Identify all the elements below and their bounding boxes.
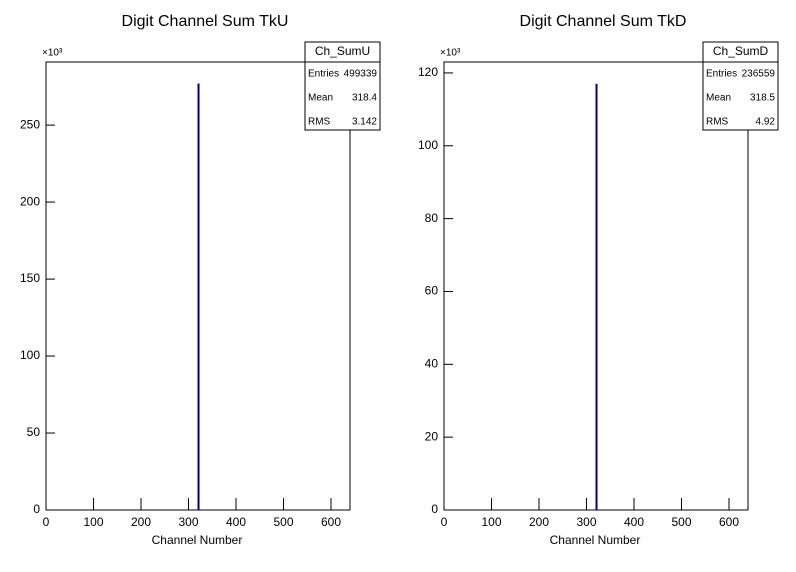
y-multiplier: ×10³ xyxy=(42,48,63,59)
y-multiplier: ×10³ xyxy=(440,48,461,59)
x-axis-label: Channel Number xyxy=(550,533,641,547)
chart-title: Digit Channel Sum TkU xyxy=(122,13,289,30)
y-tick-label: 40 xyxy=(425,356,439,370)
x-tick-label: 0 xyxy=(43,515,50,529)
stats-label: RMS xyxy=(308,117,331,128)
x-tick-label: 300 xyxy=(178,515,198,529)
histogram-bar xyxy=(197,83,200,511)
stats-label: Entries xyxy=(308,69,339,80)
x-tick-label: 200 xyxy=(131,515,151,529)
stats-value: 4.92 xyxy=(756,117,776,128)
y-tick-label: 50 xyxy=(27,425,41,439)
stats-value: 318.5 xyxy=(750,93,775,104)
stats-label: Mean xyxy=(706,93,731,104)
x-tick-label: 200 xyxy=(529,515,549,529)
x-tick-label: 300 xyxy=(576,515,596,529)
histogram-bar xyxy=(595,83,598,510)
stats-label: Mean xyxy=(308,93,333,104)
x-tick-label: 600 xyxy=(719,515,739,529)
y-tick-label: 20 xyxy=(425,429,439,443)
x-tick-label: 600 xyxy=(321,515,341,529)
stats-value: 499339 xyxy=(344,69,378,80)
x-tick-label: 0 xyxy=(441,515,448,529)
y-tick-label: 250 xyxy=(20,117,40,131)
stats-label: Entries xyxy=(706,69,737,80)
stats-value: 3.142 xyxy=(352,117,377,128)
x-tick-label: 400 xyxy=(226,515,246,529)
stats-value: 318.4 xyxy=(352,93,377,104)
stats-title: Ch_SumD xyxy=(713,44,769,58)
stats-value: 236559 xyxy=(742,69,776,80)
x-tick-label: 400 xyxy=(624,515,644,529)
x-tick-label: 100 xyxy=(481,515,501,529)
stats-label: RMS xyxy=(706,117,729,128)
y-tick-label: 60 xyxy=(425,284,439,298)
y-tick-label: 120 xyxy=(418,65,438,79)
stats-box xyxy=(304,41,381,131)
x-axis-label: Channel Number xyxy=(152,533,243,547)
y-tick-label: 0 xyxy=(431,502,438,516)
y-tick-label: 150 xyxy=(20,271,40,285)
y-tick-label: 0 xyxy=(33,502,40,516)
stats-box xyxy=(702,41,779,131)
chart-title: Digit Channel Sum TkD xyxy=(520,13,687,30)
x-tick-label: 100 xyxy=(83,515,103,529)
y-tick-label: 80 xyxy=(425,211,439,225)
y-tick-label: 100 xyxy=(20,348,40,362)
x-tick-label: 500 xyxy=(671,515,691,529)
x-tick-label: 500 xyxy=(273,515,293,529)
y-tick-label: 200 xyxy=(20,194,40,208)
stats-title: Ch_SumU xyxy=(315,44,370,58)
y-tick-label: 100 xyxy=(418,138,438,152)
